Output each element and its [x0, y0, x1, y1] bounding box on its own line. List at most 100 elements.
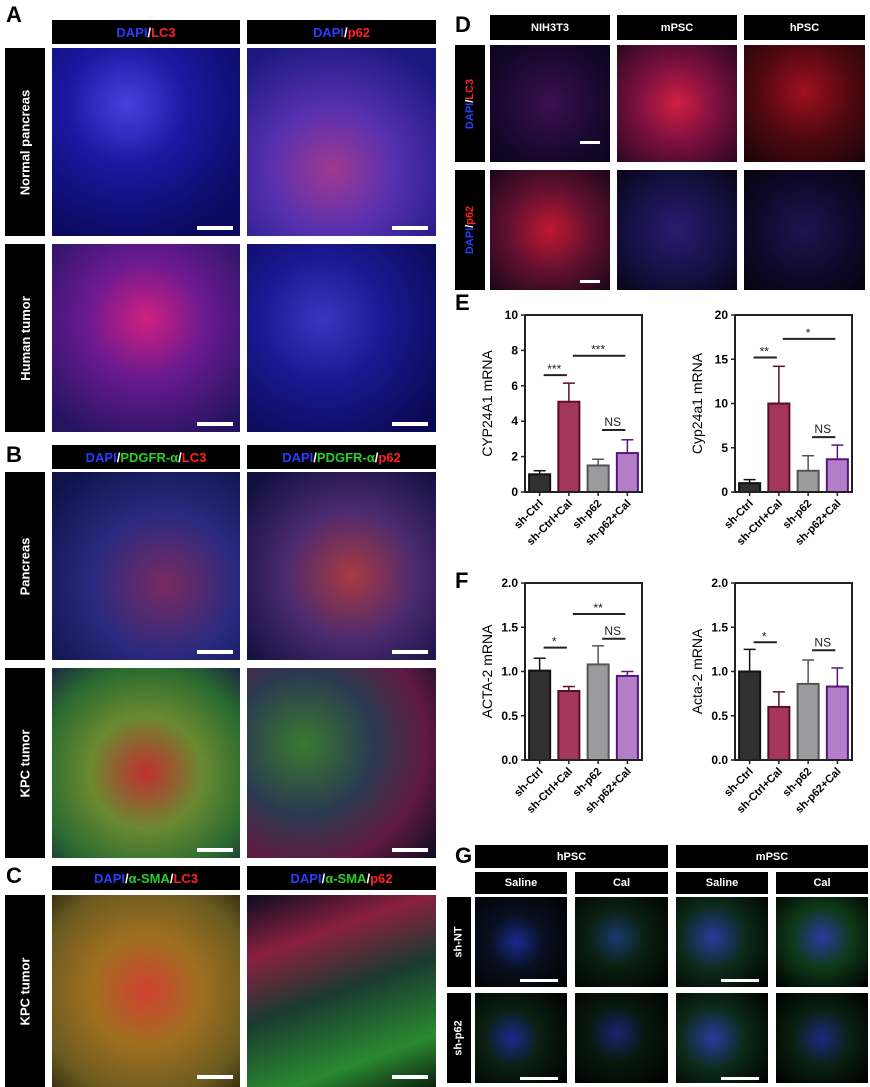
bar-sh-p62 [796, 469, 820, 493]
y-axis-label: ACTA-2 mRNA [479, 624, 495, 719]
header-part-pdgfr-: PDGFR-α [316, 449, 375, 465]
scale-bar [392, 422, 428, 426]
header-part--: / [374, 449, 379, 465]
header-a-2: DAPI / p62 [247, 20, 436, 44]
row-label-dapi-lc3: DAPI/LC3 [455, 45, 485, 162]
panel-label-b: B [6, 442, 22, 467]
micrograph-b-kpc-lc3 [52, 668, 240, 858]
header-g-saline-1: Saline [475, 872, 567, 894]
row-label-dapi-p62: DAPI/p62 [455, 170, 485, 290]
header-part--: / [178, 449, 182, 465]
y-tick-label: 0.5 [501, 709, 518, 723]
header-part--: / [116, 449, 121, 465]
header-nih3t3: NIH3T3 [490, 15, 610, 40]
header-part-dapi: DAPI [464, 227, 476, 255]
y-tick-label: 1.5 [711, 620, 728, 634]
plot-frame [524, 582, 643, 761]
header-part-lc3: LC3 [464, 78, 476, 100]
header-part-lc3: LC3 [173, 870, 199, 886]
micrograph-c-kpc-lc3 [52, 895, 240, 1087]
header-part--: / [169, 870, 174, 886]
scale-bar [197, 1075, 233, 1079]
scale-bar [197, 650, 233, 654]
significance-label: ** [760, 344, 770, 358]
bar-sh-ctrl [738, 482, 762, 493]
chart-acta2-mouse: sh-Ctrlsh-Ctrl+Calsh-p62sh-p62+Cal0.00.5… [689, 576, 853, 816]
header-part-p62: p62 [378, 449, 401, 465]
micrograph-g-hpsc-p62-cal [575, 993, 668, 1083]
scale-bar [721, 1077, 759, 1080]
bar-sh-p62 [796, 682, 820, 761]
header-g-cal-2: Cal [776, 872, 868, 894]
header-g-saline-2: Saline [676, 872, 768, 894]
header-part-lc3: LC3 [181, 449, 207, 465]
micrograph-d-mpsc-p62 [617, 170, 737, 290]
header-part-pdgfr-: PDGFR-α [120, 449, 179, 465]
header-part-lc3: LC3 [151, 24, 176, 40]
micrograph-b-pancreas-p62 [247, 472, 436, 660]
header-c-2: DAPI / α-SMA / p62 [247, 866, 436, 890]
significance-label: NS [814, 635, 831, 649]
micrograph-c-kpc-p62 [247, 895, 436, 1087]
bar-sh-ctrl [528, 669, 552, 761]
header-part-dapi: DAPI [290, 870, 322, 886]
panel-label-a: A [6, 2, 22, 27]
scale-bar [197, 848, 233, 852]
y-tick-label: 6 [511, 379, 518, 393]
scale-bar [197, 422, 233, 426]
bar-sh-ctrl-cal [557, 400, 581, 493]
micrograph-g-hpsc-p62-saline [475, 993, 567, 1083]
y-tick-label: 2.0 [711, 576, 728, 590]
header-part-p62: p62 [347, 24, 371, 40]
header-part-dapi: DAPI [464, 102, 476, 129]
y-tick-label: 0.0 [501, 753, 518, 767]
micrograph-d-nih3t3-lc3 [490, 45, 610, 162]
scale-bar [392, 848, 428, 852]
micrograph-g-mpsc-nt-saline [676, 897, 768, 987]
micrograph-a-tumor-lc3 [52, 244, 240, 432]
micrograph-d-hpsc-p62 [744, 170, 865, 290]
header-part--: / [321, 870, 326, 886]
row-label-normal-pancreas: Normal pancreas [5, 48, 45, 236]
bar-sh-p62-cal [615, 452, 639, 493]
micrograph-g-mpsc-p62-cal [776, 993, 868, 1083]
row-label-kpc-tumor: KPC tumor [5, 668, 45, 858]
row-label-sh-p62: sh-p62 [447, 993, 471, 1083]
header-part--: / [313, 449, 317, 465]
scale-bar [721, 979, 759, 982]
y-axis-label: CYP24A1 mRNA [479, 350, 495, 457]
header-a-1: DAPI / LC3 [52, 20, 240, 44]
micrograph-g-hpsc-nt-saline [475, 897, 567, 987]
significance-label: NS [604, 624, 621, 638]
micrograph-a-tumor-p62 [247, 244, 436, 432]
header-part--sma: α-SMA [325, 870, 367, 886]
header-part--: / [366, 870, 371, 886]
header-part-p62: p62 [370, 870, 393, 886]
scale-bar [520, 979, 558, 982]
y-tick-label: 1.0 [501, 665, 518, 679]
y-tick-label: 8 [511, 343, 518, 357]
header-part-p62: p62 [464, 205, 476, 225]
header-part--: / [464, 224, 476, 228]
header-g-mpsc: mPSC [676, 845, 868, 868]
bar-sh-ctrl-cal [767, 705, 791, 761]
y-tick-label: 0.5 [711, 709, 728, 723]
header-part-dapi: DAPI [282, 449, 314, 465]
y-tick-label: 15 [715, 352, 729, 366]
micrograph-b-pancreas-lc3 [52, 472, 240, 660]
panel-label-e: E [455, 290, 470, 315]
micrograph-b-kpc-p62 [247, 668, 436, 858]
header-part--: / [125, 870, 129, 886]
y-tick-label: 2 [511, 450, 518, 464]
scale-bar [392, 650, 428, 654]
panel-label-g: G [455, 843, 473, 868]
plot-frame [524, 314, 643, 493]
header-g-cal-1: Cal [575, 872, 668, 894]
y-tick-label: 1.0 [711, 665, 728, 679]
header-part-dapi: DAPI [85, 449, 117, 465]
y-tick-label: 10 [505, 308, 519, 322]
significance-label: *** [591, 343, 605, 357]
significance-label: *** [547, 362, 561, 376]
micrograph-a-normal-lc3 [52, 48, 240, 236]
